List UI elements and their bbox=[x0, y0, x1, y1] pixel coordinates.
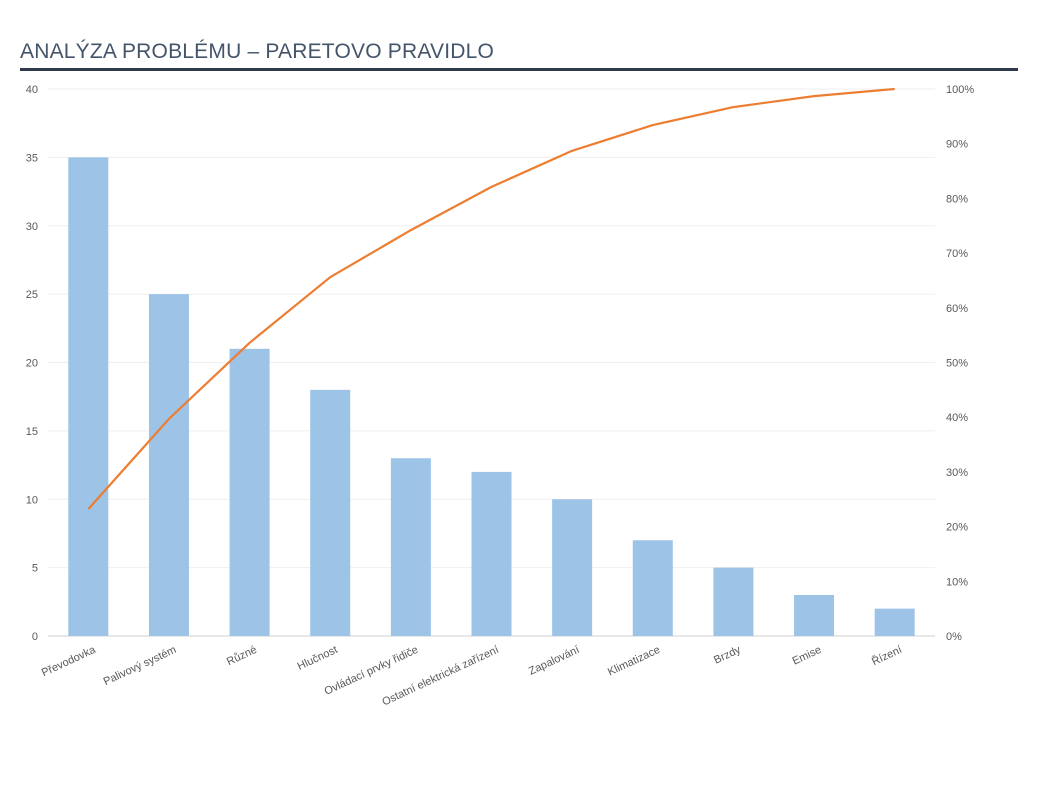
y2-tick-label: 40% bbox=[946, 412, 968, 424]
bar bbox=[68, 157, 109, 636]
bars bbox=[68, 157, 915, 636]
y2-tick-label: 80% bbox=[946, 193, 968, 205]
bar bbox=[148, 294, 189, 636]
x-tick-label: Zapalování bbox=[527, 644, 581, 678]
y-tick-label: 10 bbox=[26, 494, 38, 506]
y2-tick-label: 20% bbox=[946, 522, 968, 534]
bar bbox=[713, 567, 754, 636]
cumulative-series-line bbox=[87, 87, 895, 510]
page-title: ANALÝZA PROBLÉMU – PARETOVO PRAVIDLO bbox=[20, 40, 495, 63]
y-axis-right: 0% 10% 20% 30% 40% 50% 60% 70% 80% 90% 100% bbox=[946, 84, 974, 643]
y-tick-label: 15 bbox=[26, 426, 38, 438]
y-tick-label: 35 bbox=[26, 152, 38, 164]
x-tick-label: Emise bbox=[791, 644, 824, 668]
x-tick-label: Brzdy bbox=[712, 644, 743, 667]
y2-tick-label: 90% bbox=[946, 139, 968, 151]
x-axis: Převodovka Palivový systém Různé HlučnostOv… bbox=[40, 643, 904, 709]
title-underline bbox=[20, 68, 1018, 71]
bar bbox=[794, 594, 835, 636]
x-tick-label: Palivový systém bbox=[102, 644, 179, 688]
x-tick-label: Převodovka bbox=[40, 643, 99, 679]
y-axis-left: 0 5 10 15 20 25 30 35 40 bbox=[26, 84, 38, 643]
y-tick-label: 40 bbox=[26, 84, 38, 96]
cumulative-line bbox=[87, 87, 895, 510]
y2-tick-label: 100% bbox=[946, 84, 974, 96]
y-tick-label: 25 bbox=[26, 289, 38, 301]
bar bbox=[310, 389, 351, 636]
y2-tick-label: 30% bbox=[946, 467, 968, 479]
y-tick-label: 5 bbox=[32, 563, 38, 575]
y2-tick-label: 10% bbox=[946, 576, 968, 588]
bar bbox=[471, 471, 512, 636]
x-tick-label: Různé bbox=[225, 644, 259, 668]
bar bbox=[552, 499, 593, 636]
x-tick-label: Hlučnost bbox=[296, 644, 340, 673]
y2-tick-label: 70% bbox=[946, 248, 968, 260]
bar bbox=[390, 458, 431, 636]
y2-tick-label: 60% bbox=[946, 303, 968, 315]
y-tick-label: 0 bbox=[32, 631, 38, 643]
bar bbox=[874, 608, 915, 636]
x-tick-label: Klimatizace bbox=[606, 644, 662, 679]
y2-tick-label: 0% bbox=[946, 631, 962, 643]
x-tick-label: Řízení bbox=[870, 643, 904, 668]
bar bbox=[632, 540, 673, 636]
y2-tick-label: 50% bbox=[946, 358, 968, 370]
bar bbox=[229, 348, 270, 636]
y-tick-label: 30 bbox=[26, 221, 38, 233]
y-tick-label: 20 bbox=[26, 358, 38, 370]
